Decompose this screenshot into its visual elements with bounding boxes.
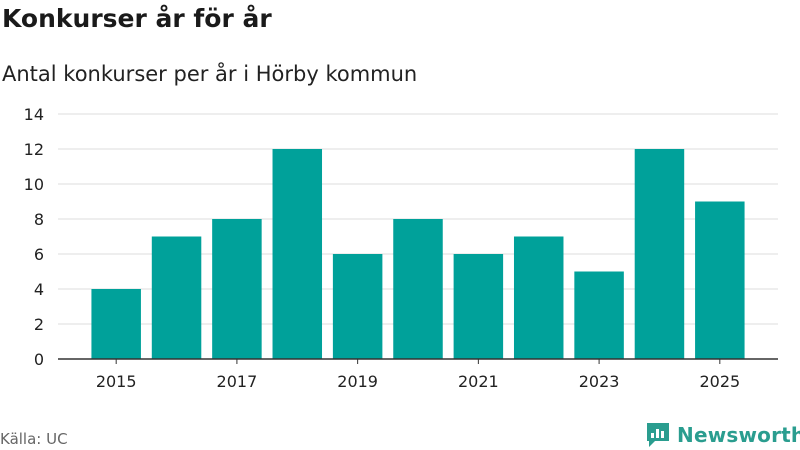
bar-2016 [151, 236, 202, 359]
chart-subtitle: Antal konkurser per år i Hörby kommun [2, 62, 418, 86]
bar-2023 [574, 271, 624, 359]
y-tick-label: 6 [34, 245, 44, 264]
y-tick-label: 14 [24, 105, 44, 124]
bar-2019 [332, 254, 383, 359]
x-tick-label: 2025 [699, 372, 740, 391]
bar-2015 [91, 289, 141, 359]
x-tick-label: 2017 [217, 372, 258, 391]
y-tick-label: 12 [24, 140, 44, 159]
x-tick-label: 2023 [579, 372, 620, 391]
x-tick-label: 2019 [337, 372, 378, 391]
source-label: Källa: UC [0, 430, 68, 448]
y-tick-label: 2 [34, 315, 44, 334]
brand-name: Newsworthy [677, 423, 800, 447]
bar-2021 [453, 254, 504, 359]
y-tick-label: 0 [34, 350, 44, 369]
bar-2022 [513, 236, 564, 359]
y-tick-label: 4 [34, 280, 44, 299]
newsworthy-logo-icon [647, 423, 669, 447]
x-axis-ticks: 2015 2017 2019 2021 2023 2025 [96, 359, 740, 391]
x-tick-label: 2021 [458, 372, 499, 391]
bar-2024 [634, 149, 685, 359]
y-axis-ticks: 0 2 4 6 8 10 12 14 [24, 105, 44, 369]
bars [91, 149, 745, 359]
newsworthy-logo: Newsworthy [645, 421, 800, 449]
chart-title: Konkurser år för år [2, 4, 272, 33]
y-tick-label: 8 [34, 210, 44, 229]
bar-2025 [695, 201, 745, 359]
bar-2020 [393, 219, 443, 359]
bar-2017 [212, 219, 262, 359]
x-tick-label: 2015 [96, 372, 137, 391]
y-tick-label: 10 [24, 175, 44, 194]
bar-2018 [272, 149, 323, 359]
